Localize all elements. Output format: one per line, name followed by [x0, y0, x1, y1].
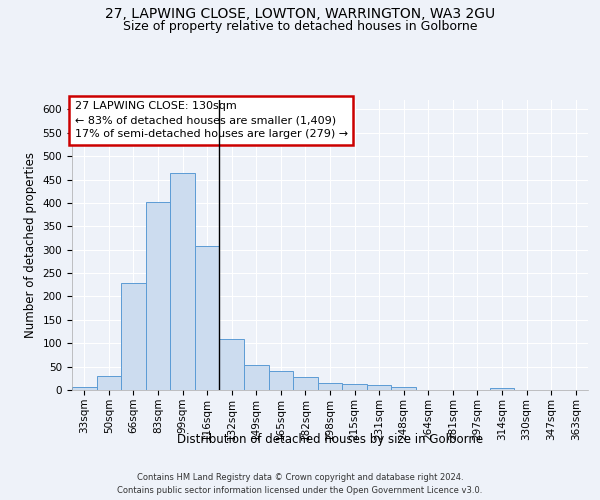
Bar — [293, 378, 318, 390]
Bar — [121, 284, 146, 390]
Bar — [170, 174, 195, 390]
Text: 27 LAPWING CLOSE: 130sqm
← 83% of detached houses are smaller (1,409)
17% of sem: 27 LAPWING CLOSE: 130sqm ← 83% of detach… — [74, 102, 348, 140]
Bar — [490, 388, 514, 390]
Text: Contains HM Land Registry data © Crown copyright and database right 2024.
Contai: Contains HM Land Registry data © Crown c… — [118, 473, 482, 495]
Text: Distribution of detached houses by size in Golborne: Distribution of detached houses by size … — [177, 432, 483, 446]
Text: 27, LAPWING CLOSE, LOWTON, WARRINGTON, WA3 2GU: 27, LAPWING CLOSE, LOWTON, WARRINGTON, W… — [105, 8, 495, 22]
Bar — [195, 246, 220, 390]
Bar — [244, 364, 269, 390]
Bar — [220, 338, 244, 390]
Text: Size of property relative to detached houses in Golborne: Size of property relative to detached ho… — [123, 20, 477, 33]
Bar — [72, 386, 97, 390]
Bar — [342, 384, 367, 390]
Bar — [97, 376, 121, 390]
Bar — [367, 386, 391, 390]
Bar — [146, 202, 170, 390]
Bar — [391, 386, 416, 390]
Y-axis label: Number of detached properties: Number of detached properties — [24, 152, 37, 338]
Bar — [269, 372, 293, 390]
Bar — [318, 383, 342, 390]
